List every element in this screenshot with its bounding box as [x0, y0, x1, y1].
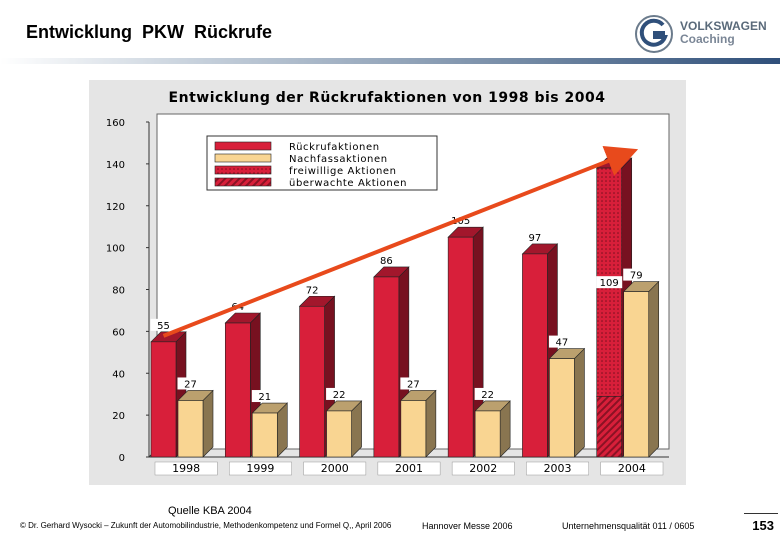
footer-topic: Unternehmensqualität 011 / 0605	[562, 521, 695, 531]
bar	[623, 291, 650, 458]
data-label: 47	[556, 338, 569, 349]
data-label-bg	[521, 230, 548, 243]
x-tick-box	[303, 461, 367, 476]
legend-swatch	[214, 141, 272, 151]
data-label: 22	[481, 390, 494, 401]
x-tick-label: 2000	[321, 462, 349, 475]
bar	[549, 358, 575, 458]
logo-brand: VOLKSWAGEN	[680, 19, 767, 33]
bar-side	[425, 389, 437, 458]
x-tick-label: 2001	[395, 462, 423, 475]
bar	[474, 410, 501, 458]
legend-swatch	[214, 165, 272, 175]
trend-arrow	[162, 146, 639, 338]
y-tick-label: 160	[106, 118, 125, 129]
bar	[596, 395, 623, 458]
data-label-bg	[623, 268, 650, 281]
bar	[299, 305, 325, 458]
data-label: 27	[184, 379, 197, 390]
x-tick-box	[600, 461, 664, 476]
logo-sub: Coaching	[680, 32, 735, 46]
data-label-bg	[474, 387, 501, 400]
vw-coaching-logo: VOLKSWAGEN Coaching	[634, 14, 774, 54]
data-label: 22	[333, 390, 346, 401]
data-label-bg	[299, 283, 326, 296]
data-label: 97	[529, 233, 542, 244]
source-note: Quelle KBA 2004	[168, 505, 252, 517]
bar-side	[202, 389, 214, 458]
bar	[522, 253, 548, 458]
header-rule	[0, 58, 780, 64]
x-tick-label: 1998	[172, 462, 200, 475]
x-tick-label: 2004	[618, 462, 646, 475]
data-label: 21	[258, 392, 271, 403]
bar	[251, 412, 278, 458]
recall-chart: Entwicklung der Rückrufaktionen von 1998…	[89, 80, 686, 485]
data-label: 79	[630, 271, 643, 282]
y-tick-label: 80	[112, 286, 125, 297]
data-label-bg	[326, 387, 353, 400]
bar-side	[574, 347, 585, 458]
legend-label: Nachfassaktionen	[289, 154, 388, 165]
footer-author: © Dr. Gerhard Wysocki – Zukunft der Auto…	[20, 521, 392, 530]
bar	[373, 276, 400, 458]
legend-swatch	[214, 153, 272, 163]
data-label-bg	[596, 276, 623, 289]
x-tick-label: 2002	[469, 462, 497, 475]
footer-event: Hannover Messe 2006	[422, 521, 513, 531]
slide-title: Entwicklung PKW Rückrufe	[26, 22, 273, 42]
legend-swatch	[214, 177, 272, 187]
y-tick-label: 40	[112, 369, 125, 380]
y-tick-label: 60	[112, 327, 125, 338]
chart-title: Entwicklung der Rückrufaktionen von 1998…	[169, 90, 606, 106]
vw-coaching-g-icon	[635, 15, 673, 53]
y-tick-label: 20	[112, 411, 125, 422]
data-label-bg	[400, 377, 427, 390]
bar	[400, 400, 427, 458]
data-label: 27	[407, 379, 420, 390]
data-label: 72	[306, 285, 319, 296]
x-tick-box	[451, 461, 515, 476]
data-label-bg	[251, 390, 278, 403]
bar	[224, 322, 251, 458]
legend-label: freiwillige Aktionen	[289, 166, 397, 177]
x-tick-box	[377, 461, 441, 476]
data-label-bg	[150, 318, 177, 331]
bar	[326, 410, 352, 458]
x-tick-label: 2003	[544, 462, 572, 475]
data-label-bg	[177, 377, 204, 390]
legend-label: überwachte Aktionen	[289, 178, 407, 189]
y-tick-label: 100	[106, 244, 125, 255]
data-label: 105	[451, 216, 470, 227]
x-tick-label: 1999	[246, 462, 274, 475]
y-tick-label: 140	[106, 160, 125, 171]
y-tick-label: 0	[119, 453, 125, 464]
bar	[150, 341, 177, 458]
chart-panel: Entwicklung der Rückrufaktionen von 1998…	[89, 80, 686, 485]
bar-side	[648, 280, 660, 458]
data-label: 86	[380, 256, 393, 267]
x-tick-box	[526, 461, 589, 476]
x-tick-box	[229, 461, 292, 476]
bar	[177, 400, 204, 458]
page-number: 153	[752, 518, 774, 533]
data-label: 109	[600, 278, 619, 289]
data-label: 55	[157, 321, 170, 332]
y-tick-label: 120	[106, 202, 125, 213]
legend-label: Rückrufaktionen	[289, 142, 380, 153]
x-tick-box	[154, 461, 218, 476]
page-number-rule	[744, 513, 778, 514]
data-label-bg	[548, 335, 575, 348]
data-label-bg	[373, 253, 400, 266]
bar	[447, 236, 474, 458]
